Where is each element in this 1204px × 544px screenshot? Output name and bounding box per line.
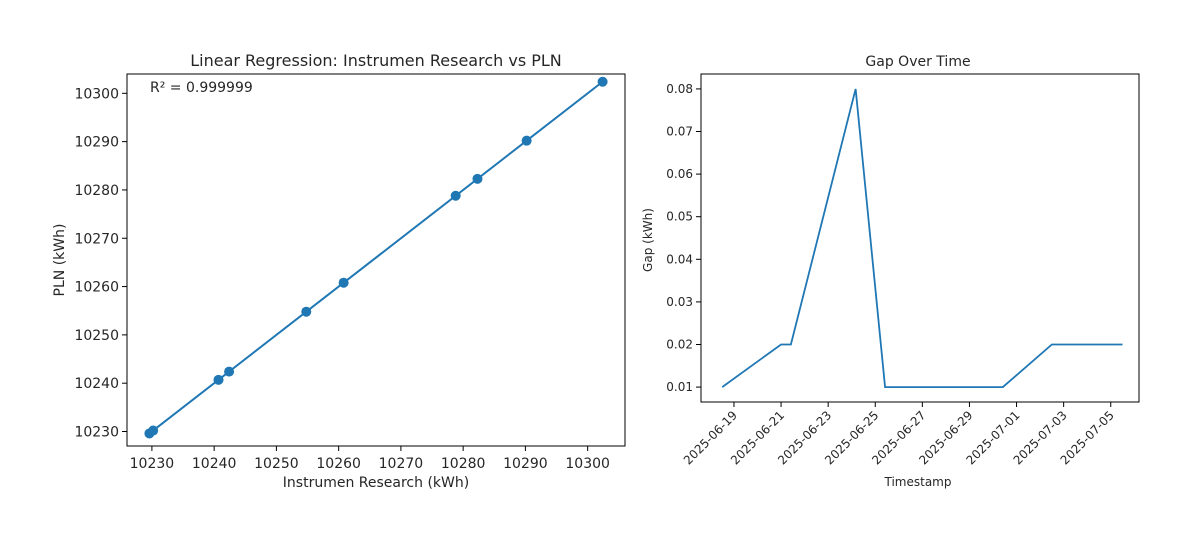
regression-y-tick-label: 10250 bbox=[74, 328, 119, 344]
gap-y-tick-label: 0.07 bbox=[666, 125, 693, 139]
gap-y-tick-label: 0.01 bbox=[666, 380, 693, 394]
regression-point bbox=[338, 277, 349, 288]
regression-x-tick-label: 10270 bbox=[379, 456, 424, 472]
regression-point bbox=[148, 425, 159, 436]
gap-y-tick-label: 0.06 bbox=[666, 167, 693, 181]
regression-point bbox=[450, 190, 461, 201]
gap-y-ticks: 0.01 0.02 0.03 0.04 0.05 0.06 0.07 0.08 bbox=[666, 82, 701, 394]
regression-x-tick-label: 10240 bbox=[192, 456, 237, 472]
regression-y-ticks: 10230 10240 10250 10260 10270 10280 10290 10300 bbox=[74, 86, 127, 441]
regression-y-tick-label: 10290 bbox=[74, 135, 119, 151]
regression-y-tick-label: 10230 bbox=[74, 425, 119, 441]
regression-y-axis-label: PLN (kWh) bbox=[52, 224, 68, 297]
regression-x-ticks: 10230 10240 10250 10260 10270 10280 10290 10300 bbox=[130, 446, 610, 472]
regression-marks bbox=[144, 76, 608, 439]
regression-plot-area bbox=[126, 73, 626, 447]
gap-chart: Gap Over Time 0.010.020.030.040.050.060.… bbox=[641, 54, 1140, 489]
gap-y-tick-label: 0.08 bbox=[666, 82, 693, 96]
regression-point bbox=[213, 374, 224, 385]
regression-y-tick-label: 10300 bbox=[74, 86, 119, 102]
regression-y-tick-label: 10280 bbox=[74, 183, 119, 199]
regression-point bbox=[521, 135, 532, 146]
gap-series-line bbox=[721, 88, 1123, 388]
regression-y-tick-label: 10260 bbox=[74, 280, 119, 296]
gap-x-ticks: 2025-06-192025-06-212025-06-232025-06-25… bbox=[681, 402, 1117, 467]
gap-y-tick-label: 0.05 bbox=[666, 210, 693, 224]
gap-y-tick-label: 0.03 bbox=[666, 295, 693, 309]
regression-x-axis-label: Instrumen Research (kWh) bbox=[283, 475, 469, 491]
regression-x-tick-label: 10290 bbox=[503, 456, 548, 472]
gap-chart-title: Gap Over Time bbox=[865, 54, 970, 70]
regression-chart-title: Linear Regression: Instrumen Research vs… bbox=[190, 51, 562, 70]
gap-x-axis-label: Timestamp bbox=[884, 475, 952, 489]
regression-x-tick-label: 10300 bbox=[565, 456, 610, 472]
gap-y-tick-label: 0.04 bbox=[666, 252, 693, 266]
regression-point bbox=[301, 306, 312, 317]
regression-y-tick-label: 10270 bbox=[74, 231, 119, 247]
regression-x-tick-label: 10230 bbox=[130, 456, 175, 472]
regression-x-tick-label: 10260 bbox=[316, 456, 361, 472]
regression-x-tick-label: 10250 bbox=[254, 456, 299, 472]
regression-point bbox=[224, 366, 235, 377]
regression-point bbox=[597, 76, 608, 87]
gap-marks bbox=[721, 88, 1123, 388]
gap-plot-area bbox=[700, 73, 1140, 403]
regression-y-tick-label: 10240 bbox=[74, 376, 119, 392]
r-squared-annotation: R² = 0.999999 bbox=[150, 80, 253, 96]
regression-chart: Linear Regression: Instrumen Research vs… bbox=[52, 51, 626, 491]
regression-point bbox=[472, 173, 483, 184]
regression-x-tick-label: 10280 bbox=[441, 456, 486, 472]
gap-y-axis-label: Gap (kWh) bbox=[641, 208, 655, 272]
gap-y-tick-label: 0.02 bbox=[666, 337, 693, 351]
